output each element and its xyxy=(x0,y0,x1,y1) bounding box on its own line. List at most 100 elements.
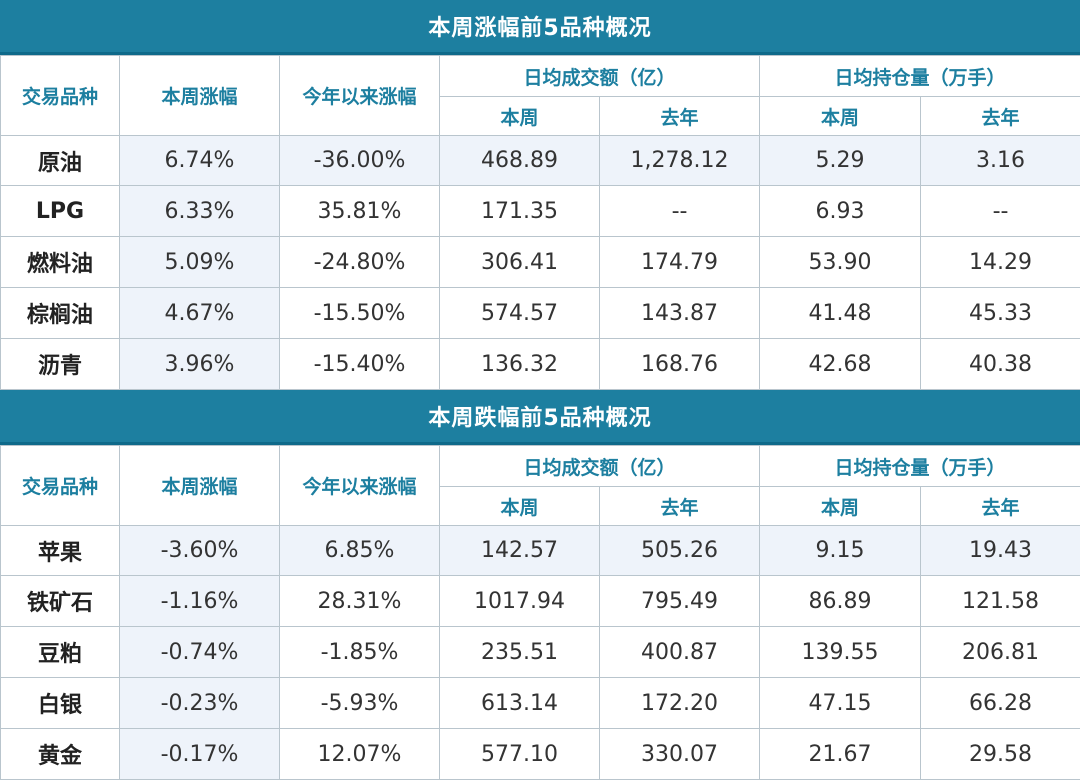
cell-volume-this-week: 171.35 xyxy=(439,185,600,237)
cell-volume-this-week: 613.14 xyxy=(439,677,600,729)
top-losers-section: 本周跌幅前5品种概况 交易品种 本周涨幅 今年以来涨幅 日均成交额（亿） 日均持仓量（万手… xyxy=(0,390,1080,780)
table-row: 苹果 -3.60% 6.85% 142.57 505.26 9.15 19.43 xyxy=(0,525,1080,576)
subheader-volume-last-year: 去年 xyxy=(598,96,761,136)
cell-volume-this-week: 306.41 xyxy=(439,236,600,288)
cell-volume-last-year: 172.20 xyxy=(598,677,761,729)
column-header-ytd-change: 今年以来涨幅 xyxy=(279,55,440,136)
table-row: LPG 6.33% 35.81% 171.35 -- 6.93 -- xyxy=(0,185,1080,237)
cell-ytd-change: -36.00% xyxy=(279,135,440,186)
cell-volume-this-week: 574.57 xyxy=(439,287,600,339)
header-row: 交易品种 本周涨幅 今年以来涨幅 日均成交额（亿） 日均持仓量（万手） xyxy=(0,55,1080,136)
cell-oi-last-year: 14.29 xyxy=(920,236,1080,288)
table-row: 棕榈油 4.67% -15.50% 574.57 143.87 41.48 45.33 xyxy=(0,287,1080,339)
table-row: 燃料油 5.09% -24.80% 306.41 174.79 53.90 14.29 xyxy=(0,236,1080,288)
cell-oi-this-week: 9.15 xyxy=(759,525,922,576)
cell-volume-last-year: 795.49 xyxy=(598,575,761,627)
cell-volume-this-week: 1017.94 xyxy=(439,575,600,627)
column-header-item: 交易品种 xyxy=(0,445,120,526)
summary-table: 交易品种 本周涨幅 今年以来涨幅 日均成交额（亿） 日均持仓量（万手） 本周 去年 本周 去年原… xyxy=(0,55,1080,390)
cell-item-name: 原油 xyxy=(0,135,120,186)
cell-volume-this-week: 136.32 xyxy=(439,338,600,390)
cell-week-change: -1.16% xyxy=(119,575,280,627)
subheader-volume-this-week: 本周 xyxy=(439,486,600,526)
subheader-oi-this-week: 本周 xyxy=(759,486,922,526)
column-header-avg-open-interest: 日均持仓量（万手） xyxy=(759,445,1080,487)
column-header-week-change: 本周涨幅 xyxy=(119,445,280,526)
cell-week-change: -0.17% xyxy=(119,728,280,780)
cell-week-change: -3.60% xyxy=(119,525,280,576)
cell-item-name: 燃料油 xyxy=(0,236,120,288)
table-row: 原油 6.74% -36.00% 468.89 1,278.12 5.29 3.16 xyxy=(0,135,1080,186)
cell-oi-this-week: 41.48 xyxy=(759,287,922,339)
subheader-volume-this-week: 本周 xyxy=(439,96,600,136)
cell-volume-this-week: 468.89 xyxy=(439,135,600,186)
cell-ytd-change: -5.93% xyxy=(279,677,440,729)
cell-oi-last-year: 45.33 xyxy=(920,287,1080,339)
cell-ytd-change: -15.50% xyxy=(279,287,440,339)
subheader-oi-last-year: 去年 xyxy=(920,96,1080,136)
cell-ytd-change: -15.40% xyxy=(279,338,440,390)
cell-item-name: 沥青 xyxy=(0,338,120,390)
cell-oi-last-year: 40.38 xyxy=(920,338,1080,390)
cell-oi-this-week: 53.90 xyxy=(759,236,922,288)
cell-volume-last-year: 330.07 xyxy=(598,728,761,780)
cell-oi-last-year: 66.28 xyxy=(920,677,1080,729)
cell-week-change: 6.74% xyxy=(119,135,280,186)
column-header-item: 交易品种 xyxy=(0,55,120,136)
cell-volume-last-year: 1,278.12 xyxy=(598,135,761,186)
cell-oi-last-year: 3.16 xyxy=(920,135,1080,186)
cell-oi-this-week: 6.93 xyxy=(759,185,922,237)
cell-week-change: 4.67% xyxy=(119,287,280,339)
cell-ytd-change: 35.81% xyxy=(279,185,440,237)
table-title: 本周涨幅前5品种概况 xyxy=(0,0,1080,55)
cell-oi-last-year: 206.81 xyxy=(920,626,1080,678)
cell-item-name: 豆粕 xyxy=(0,626,120,678)
cell-item-name: 黄金 xyxy=(0,728,120,780)
subheader-oi-this-week: 本周 xyxy=(759,96,922,136)
cell-ytd-change: 12.07% xyxy=(279,728,440,780)
table-row: 沥青 3.96% -15.40% 136.32 168.76 42.68 40.38 xyxy=(0,338,1080,390)
cell-oi-last-year: 29.58 xyxy=(920,728,1080,780)
column-header-avg-open-interest: 日均持仓量（万手） xyxy=(759,55,1080,97)
cell-oi-this-week: 42.68 xyxy=(759,338,922,390)
cell-volume-this-week: 235.51 xyxy=(439,626,600,678)
cell-week-change: -0.23% xyxy=(119,677,280,729)
subheader-row: 本周 去年 本周 去年 xyxy=(1,486,1080,526)
cell-volume-last-year: 400.87 xyxy=(598,626,761,678)
cell-oi-this-week: 5.29 xyxy=(759,135,922,186)
cell-oi-this-week: 86.89 xyxy=(759,575,922,627)
summary-table: 交易品种 本周涨幅 今年以来涨幅 日均成交额（亿） 日均持仓量（万手） 本周 去年 本周 去年苹… xyxy=(0,445,1080,780)
cell-item-name: 铁矿石 xyxy=(0,575,120,627)
column-header-avg-volume: 日均成交额（亿） xyxy=(438,55,761,97)
cell-volume-last-year: 505.26 xyxy=(598,525,761,576)
cell-week-change: 5.09% xyxy=(119,236,280,288)
cell-week-change: -0.74% xyxy=(119,626,280,678)
cell-oi-this-week: 47.15 xyxy=(759,677,922,729)
cell-oi-this-week: 139.55 xyxy=(759,626,922,678)
header-row: 交易品种 本周涨幅 今年以来涨幅 日均成交额（亿） 日均持仓量（万手） xyxy=(0,445,1080,526)
cell-oi-last-year: 19.43 xyxy=(920,525,1080,576)
cell-item-name: 苹果 xyxy=(0,525,120,576)
cell-volume-last-year: 143.87 xyxy=(598,287,761,339)
subheader-oi-last-year: 去年 xyxy=(920,486,1080,526)
subheader-volume-last-year: 去年 xyxy=(598,486,761,526)
cell-ytd-change: 28.31% xyxy=(279,575,440,627)
cell-volume-last-year: 168.76 xyxy=(598,338,761,390)
table-title: 本周跌幅前5品种概况 xyxy=(0,390,1080,445)
cell-volume-last-year: 174.79 xyxy=(598,236,761,288)
table-row: 白银 -0.23% -5.93% 613.14 172.20 47.15 66.28 xyxy=(0,677,1080,729)
table-row: 豆粕 -0.74% -1.85% 235.51 400.87 139.55 206.81 xyxy=(0,626,1080,678)
table-row: 黄金 -0.17% 12.07% 577.10 330.07 21.67 29.58 xyxy=(0,728,1080,780)
top-gainers-section: 本周涨幅前5品种概况 交易品种 本周涨幅 今年以来涨幅 日均成交额（亿） 日均持仓量（万手… xyxy=(0,0,1080,390)
cell-ytd-change: 6.85% xyxy=(279,525,440,576)
cell-volume-this-week: 142.57 xyxy=(439,525,600,576)
cell-ytd-change: -24.80% xyxy=(279,236,440,288)
cell-item-name: 棕榈油 xyxy=(0,287,120,339)
column-header-ytd-change: 今年以来涨幅 xyxy=(279,445,440,526)
table-row: 铁矿石 -1.16% 28.31% 1017.94 795.49 86.89 121.58 xyxy=(0,575,1080,627)
cell-oi-last-year: -- xyxy=(920,185,1080,237)
cell-week-change: 3.96% xyxy=(119,338,280,390)
cell-item-name: 白银 xyxy=(0,677,120,729)
cell-volume-last-year: -- xyxy=(598,185,761,237)
